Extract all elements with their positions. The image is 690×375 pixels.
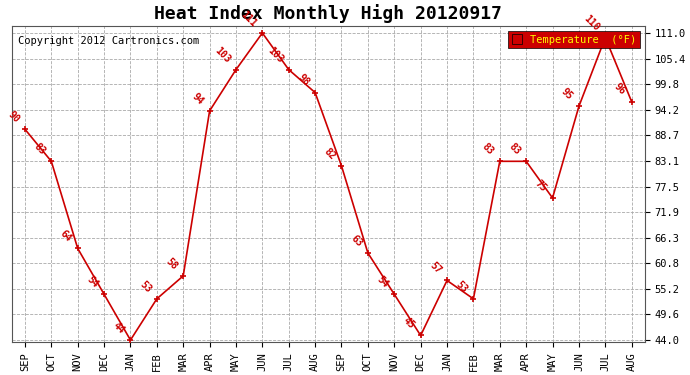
Text: 103: 103 [213, 45, 232, 65]
Text: 95: 95 [560, 86, 575, 102]
Text: 96: 96 [612, 82, 628, 97]
Text: 83: 83 [32, 141, 48, 157]
Text: 103: 103 [265, 45, 285, 65]
Text: 45: 45 [402, 315, 417, 331]
Text: 53: 53 [137, 279, 153, 294]
Text: Copyright 2012 Cartronics.com: Copyright 2012 Cartronics.com [18, 36, 199, 46]
Legend: Temperature  (°F): Temperature (°F) [509, 31, 640, 48]
Text: 83: 83 [507, 141, 522, 157]
Text: 63: 63 [348, 233, 364, 248]
Text: 64: 64 [59, 228, 74, 244]
Text: 110: 110 [582, 13, 601, 33]
Text: 44: 44 [111, 320, 126, 336]
Text: 53: 53 [454, 279, 469, 294]
Text: 58: 58 [164, 256, 179, 272]
Text: 82: 82 [322, 146, 337, 161]
Text: 54: 54 [85, 274, 100, 290]
Text: 75: 75 [533, 178, 549, 194]
Text: 94: 94 [190, 91, 206, 106]
Title: Heat Index Monthly High 20120917: Heat Index Monthly High 20120917 [155, 4, 502, 23]
Text: 83: 83 [480, 141, 496, 157]
Text: 98: 98 [296, 73, 311, 88]
Text: 90: 90 [6, 109, 21, 124]
Text: 57: 57 [428, 261, 443, 276]
Text: 54: 54 [375, 274, 391, 290]
Text: 111: 111 [239, 9, 258, 28]
